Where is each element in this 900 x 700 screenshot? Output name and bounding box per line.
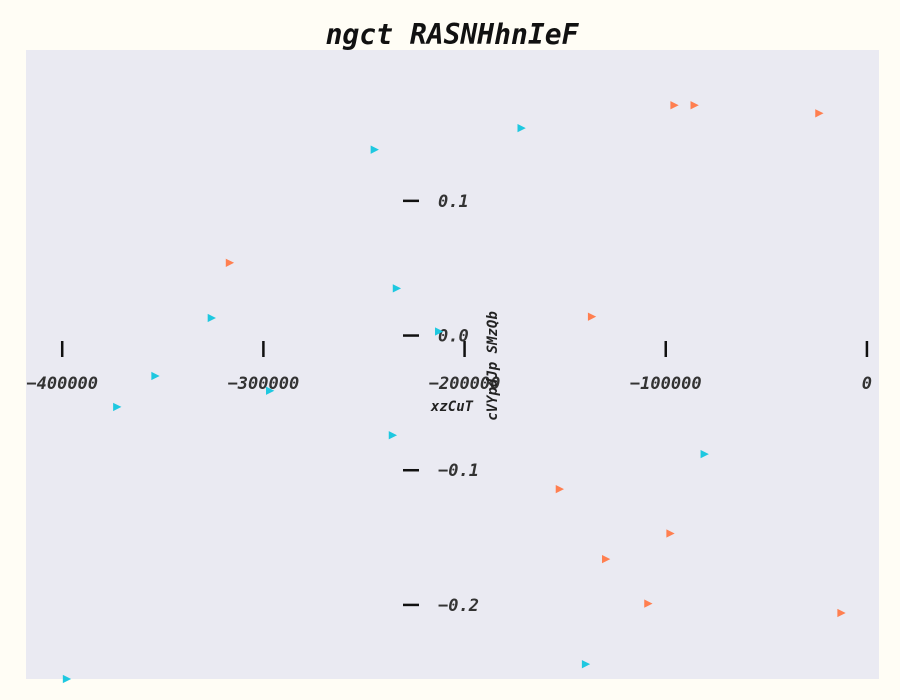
data-point-series-1 — [666, 529, 675, 538]
data-point-series-2 — [581, 660, 591, 669]
data-point-series-2 — [517, 123, 526, 133]
data-point-series-2 — [62, 674, 72, 684]
data-point-series-1 — [225, 258, 235, 267]
data-points — [62, 101, 846, 684]
data-point-series-1 — [690, 101, 699, 110]
data-point-series-1 — [815, 109, 824, 118]
y-tick-label: −0.1 — [438, 461, 479, 481]
data-point-series-1 — [587, 312, 597, 321]
data-point-series-1 — [555, 484, 565, 494]
data-point-series-2 — [392, 284, 402, 293]
data-point-series-2 — [700, 449, 709, 459]
x-tick-label: −300000 — [228, 374, 300, 394]
data-point-series-1 — [644, 599, 653, 608]
data-point-series-1 — [670, 101, 679, 110]
y-tick-label: 0.0 — [438, 327, 469, 347]
x-tick-label: −200000 — [429, 374, 501, 394]
data-point-series-1 — [837, 608, 846, 618]
data-point-series-2 — [207, 313, 216, 323]
x-tick-label: 0 — [862, 374, 872, 394]
chart-title: ngct RASNHhnIeF — [326, 18, 580, 51]
y-axis-label: cVYpdJp SMzQb — [485, 311, 501, 421]
x-axis: −400000 −300000 −200000 −100000 0 — [26, 341, 872, 394]
x-axis-label: xzCuT — [430, 399, 474, 415]
data-point-series-2 — [370, 145, 379, 154]
y-axis: 0.1 0.0 −0.1 −0.2 — [403, 192, 479, 616]
plot-area — [26, 50, 879, 679]
data-point-series-1 — [601, 554, 611, 564]
data-point-series-2 — [151, 371, 160, 381]
data-point-series-2 — [113, 402, 122, 412]
x-tick-label: −400000 — [26, 374, 98, 394]
data-point-series-2 — [435, 327, 444, 336]
y-tick-label: 0.1 — [438, 192, 469, 212]
x-tick-label: −100000 — [630, 374, 702, 394]
data-point-series-2 — [388, 431, 398, 440]
y-tick-label: −0.2 — [438, 596, 479, 616]
data-point-series-2 — [266, 386, 275, 395]
